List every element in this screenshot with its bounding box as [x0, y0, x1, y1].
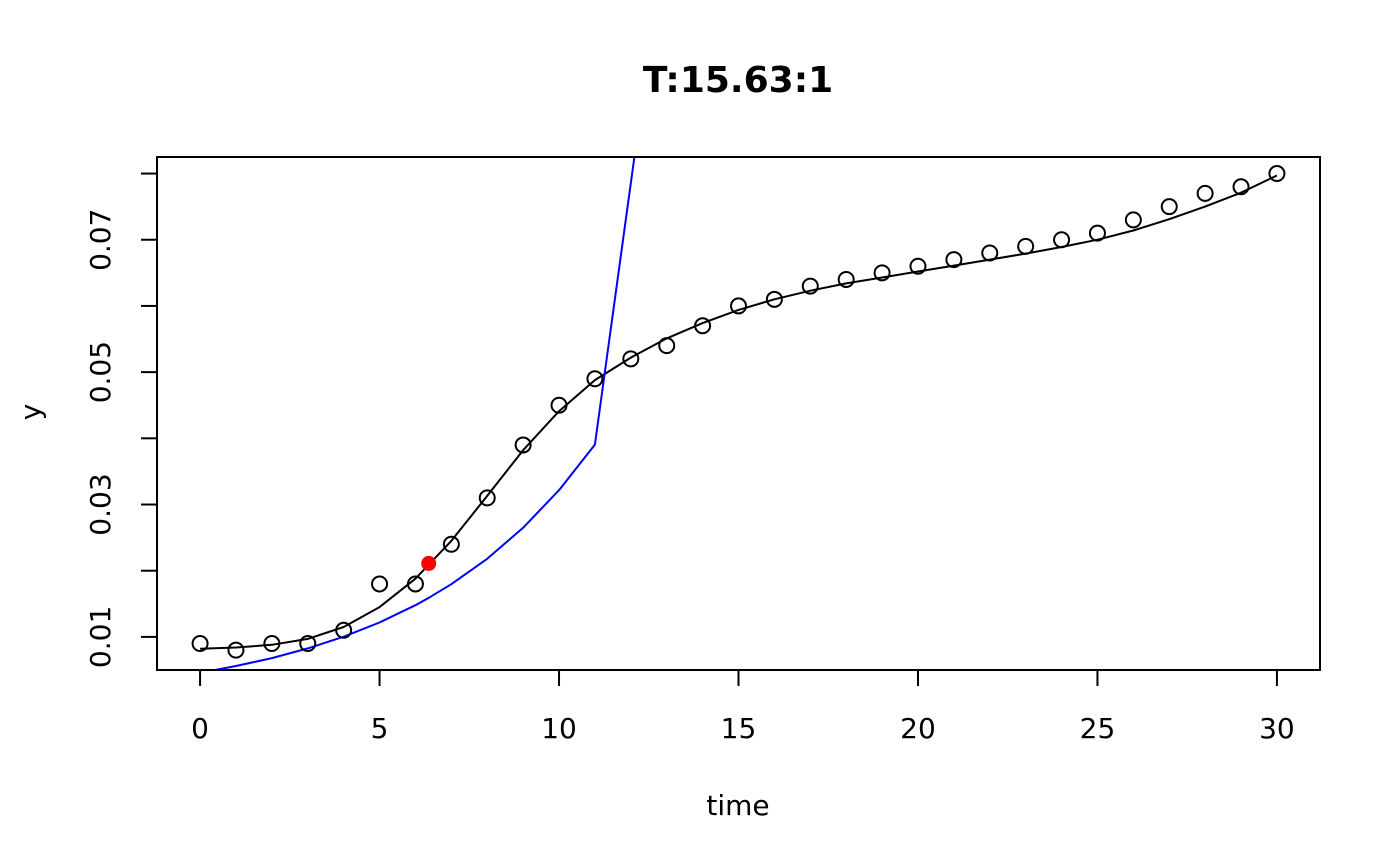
data-point	[909, 257, 927, 275]
data-point	[299, 635, 317, 653]
y-tick-label: 0.01	[84, 606, 117, 668]
x-tick-label: 5	[371, 712, 389, 745]
plot-frame	[156, 156, 1321, 671]
data-point	[406, 575, 424, 593]
data-point	[478, 489, 496, 507]
data-point	[442, 535, 460, 553]
data-point	[801, 277, 819, 295]
data-point	[335, 621, 353, 639]
x-axis: 0 5 10 15 20 25 30	[191, 669, 1295, 745]
data-point	[1160, 198, 1178, 216]
data-point	[1268, 165, 1286, 183]
x-tick-label: 10	[541, 712, 577, 745]
data-point	[1196, 184, 1214, 202]
data-point	[586, 370, 604, 388]
data-point	[694, 317, 712, 335]
plot-area	[191, 158, 1286, 669]
max-slope-point	[421, 555, 437, 571]
data-point	[658, 337, 676, 355]
data-point	[981, 244, 999, 262]
data-point	[550, 396, 568, 414]
y-axis: 0.01 0.03 0.05 0.07	[84, 172, 158, 668]
data-point	[1053, 231, 1071, 249]
x-tick-label: 20	[900, 712, 936, 745]
data-point	[837, 270, 855, 288]
data-point	[622, 350, 640, 368]
data-point	[765, 290, 783, 308]
data-point	[873, 264, 891, 282]
x-tick-label: 15	[721, 712, 757, 745]
data-point	[730, 297, 747, 315]
data-point	[514, 436, 532, 454]
data-point	[371, 575, 389, 593]
y-tick-label: 0.03	[84, 473, 117, 535]
data-point	[1232, 178, 1250, 196]
x-tick-label: 25	[1080, 712, 1116, 745]
data-point	[263, 635, 281, 653]
data-point	[227, 641, 245, 659]
y-axis-label: y	[14, 404, 47, 421]
chart-title: T:15.63:1	[643, 60, 833, 101]
y-tick-label: 0.07	[84, 209, 117, 271]
exponential-fit-line	[214, 158, 636, 669]
smooth-fit-line	[200, 174, 1278, 650]
data-point	[191, 635, 209, 653]
data-point	[1017, 237, 1035, 255]
x-tick-label: 30	[1259, 712, 1295, 745]
y-tick-label: 0.05	[84, 341, 117, 403]
x-axis-label: time	[706, 789, 769, 822]
data-point	[945, 251, 963, 269]
data-point	[1124, 211, 1142, 229]
x-tick-label: 0	[191, 712, 209, 745]
data-point	[1088, 224, 1106, 242]
